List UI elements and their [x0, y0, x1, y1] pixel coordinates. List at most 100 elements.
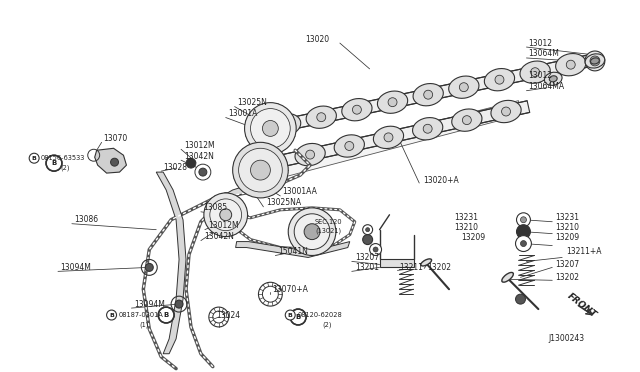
Polygon shape — [226, 185, 259, 200]
Text: FRONT: FRONT — [565, 291, 598, 319]
Text: 13001AA: 13001AA — [282, 187, 317, 196]
Text: 13012: 13012 — [529, 71, 552, 80]
Text: 08120-62028: 08120-62028 — [297, 312, 342, 318]
Ellipse shape — [306, 106, 337, 128]
Text: 13211+A: 13211+A — [566, 247, 602, 256]
Ellipse shape — [342, 99, 372, 121]
Ellipse shape — [345, 141, 354, 150]
Circle shape — [186, 158, 196, 168]
Ellipse shape — [585, 54, 605, 68]
Circle shape — [520, 217, 527, 223]
Circle shape — [239, 148, 282, 192]
Circle shape — [210, 199, 241, 231]
Circle shape — [175, 300, 183, 308]
Circle shape — [233, 142, 288, 198]
Ellipse shape — [502, 107, 511, 116]
Text: 13070: 13070 — [104, 134, 128, 143]
Text: 13028: 13028 — [163, 163, 187, 171]
Circle shape — [516, 235, 531, 251]
Circle shape — [363, 235, 372, 244]
Circle shape — [373, 247, 378, 252]
Text: 13210: 13210 — [556, 223, 579, 232]
Text: 08156-63533: 08156-63533 — [41, 155, 86, 161]
Text: 13020: 13020 — [305, 35, 329, 44]
Text: 13094M: 13094M — [134, 299, 165, 309]
Ellipse shape — [531, 68, 540, 77]
Circle shape — [585, 51, 605, 71]
Circle shape — [250, 160, 270, 180]
Text: 13001A: 13001A — [228, 109, 258, 118]
Ellipse shape — [502, 272, 513, 282]
Circle shape — [285, 310, 295, 320]
Text: 13086: 13086 — [74, 215, 98, 224]
Text: 13085: 13085 — [203, 203, 227, 212]
Text: 13020+A: 13020+A — [423, 176, 459, 185]
Circle shape — [516, 294, 525, 304]
Text: B: B — [296, 314, 301, 320]
Ellipse shape — [373, 126, 404, 148]
Circle shape — [46, 155, 62, 171]
Circle shape — [290, 309, 306, 325]
Ellipse shape — [591, 58, 599, 64]
Text: (2): (2) — [60, 165, 70, 171]
Circle shape — [520, 241, 527, 247]
Ellipse shape — [424, 90, 433, 99]
Text: (1): (1) — [140, 322, 148, 328]
Polygon shape — [247, 101, 530, 174]
Text: J1300243: J1300243 — [548, 334, 584, 343]
Text: 13012M: 13012M — [208, 221, 239, 230]
Ellipse shape — [566, 60, 575, 69]
Ellipse shape — [549, 76, 557, 82]
Text: 13207: 13207 — [355, 253, 379, 262]
Circle shape — [145, 263, 153, 271]
Ellipse shape — [556, 54, 586, 76]
Text: 13064MA: 13064MA — [529, 82, 564, 91]
Text: B: B — [288, 312, 292, 318]
Circle shape — [294, 214, 330, 250]
Text: 13202: 13202 — [556, 273, 579, 282]
Text: 13202: 13202 — [427, 263, 451, 272]
Text: 13025N: 13025N — [237, 98, 268, 107]
Circle shape — [244, 103, 296, 154]
Ellipse shape — [266, 159, 275, 168]
Circle shape — [363, 225, 372, 235]
Text: B: B — [51, 160, 56, 166]
Text: 13042N: 13042N — [184, 152, 214, 161]
Circle shape — [158, 307, 174, 323]
Circle shape — [370, 244, 381, 256]
Text: 08187-0301A: 08187-0301A — [118, 312, 163, 318]
Polygon shape — [380, 259, 414, 267]
Text: 13231: 13231 — [556, 213, 579, 222]
Ellipse shape — [413, 84, 444, 106]
Text: 13231: 13231 — [454, 213, 478, 222]
Polygon shape — [236, 241, 350, 257]
Text: (13021): (13021) — [315, 227, 341, 234]
Text: B: B — [32, 156, 36, 161]
Circle shape — [111, 158, 118, 166]
Circle shape — [516, 225, 531, 238]
Ellipse shape — [495, 75, 504, 84]
Circle shape — [304, 224, 320, 240]
Circle shape — [29, 153, 39, 163]
Text: 13209: 13209 — [556, 233, 579, 242]
Ellipse shape — [484, 68, 515, 91]
Ellipse shape — [334, 135, 364, 157]
Circle shape — [288, 208, 336, 256]
Text: B: B — [164, 312, 169, 318]
Ellipse shape — [281, 120, 290, 129]
Text: 13042N: 13042N — [204, 232, 234, 241]
Ellipse shape — [413, 118, 443, 140]
Text: 13012M: 13012M — [184, 141, 214, 150]
Polygon shape — [257, 53, 599, 136]
Text: (2): (2) — [322, 322, 332, 328]
Polygon shape — [95, 148, 127, 173]
Circle shape — [204, 193, 248, 237]
Ellipse shape — [449, 76, 479, 98]
Ellipse shape — [271, 113, 301, 136]
Ellipse shape — [378, 91, 408, 113]
Circle shape — [250, 109, 290, 148]
Text: 13070+A: 13070+A — [273, 285, 308, 294]
Text: 13012: 13012 — [529, 39, 552, 48]
Ellipse shape — [353, 105, 362, 114]
Text: 13024: 13024 — [216, 311, 240, 320]
